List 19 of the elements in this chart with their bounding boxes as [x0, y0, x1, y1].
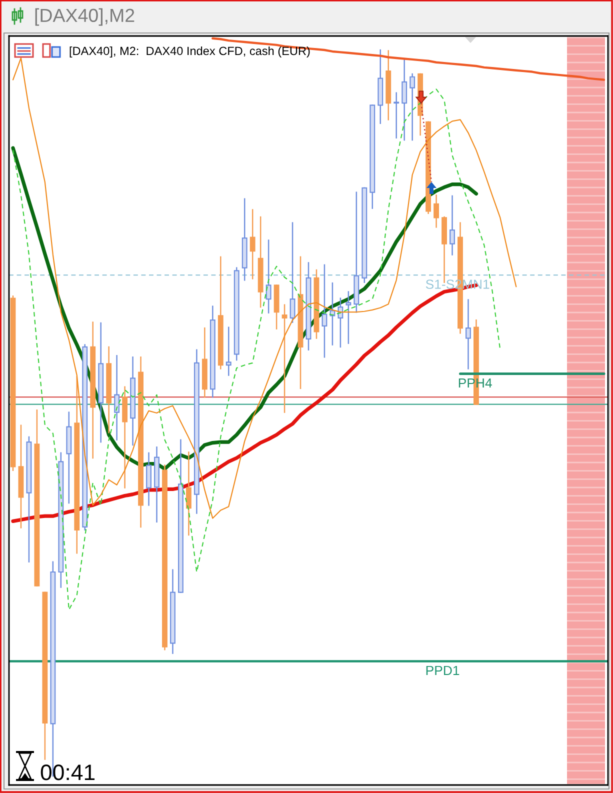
candlestick — [226, 326, 232, 376]
candlestick — [450, 195, 455, 256]
candlestick — [402, 60, 408, 141]
candlestick — [466, 299, 471, 370]
candlestick — [282, 304, 288, 413]
chart-subtitle: [DAX40], M2: DAX40 Index CFD, cash (EUR) — [70, 46, 310, 58]
candlestick — [114, 355, 120, 440]
candlestick — [250, 209, 256, 280]
candlestick — [266, 240, 272, 314]
candlestick — [186, 452, 192, 536]
candlestick — [346, 291, 352, 344]
chart-title: [DAX40],M2 — [35, 8, 134, 26]
candlestick — [290, 222, 296, 323]
candlestick — [322, 264, 328, 358]
candlestick — [410, 73, 416, 141]
ref-line-label: PPD1 — [426, 666, 460, 676]
candlestick — [146, 452, 152, 506]
candlestick — [434, 194, 439, 228]
candlestick — [394, 92, 400, 138]
